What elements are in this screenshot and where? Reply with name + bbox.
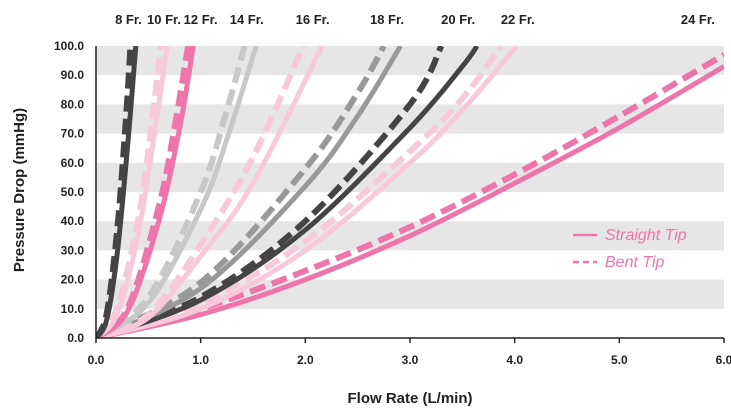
size-label: 22 Fr. (501, 12, 535, 27)
y-tick-label: 0.0 (67, 331, 84, 345)
series-line-24fr-straight (96, 64, 724, 338)
size-label: 16 Fr. (296, 12, 330, 27)
legend-label: Bent Tip (605, 254, 665, 271)
size-label: 12 Fr. (184, 12, 218, 27)
series-line-20fr-bent (96, 46, 445, 338)
y-axis-ticks: 0.0 10.0 20.0 30.0 40.0 50.0 60.0 70.0 80.0 90.0 1… (54, 39, 84, 345)
series-line-18fr-straight (96, 46, 403, 338)
y-tick-label: 50.0 (61, 185, 85, 199)
size-label: 8 Fr. (115, 12, 142, 27)
x-axis-ticks: 0.0 1.0 2.0 3.0 4.0 5.0 6.0 (88, 338, 731, 367)
y-tick-label: 90.0 (61, 68, 85, 82)
x-tick-label: 0.0 (88, 353, 105, 367)
grid-band (96, 46, 724, 76)
series-lines (96, 46, 724, 338)
series-line-16fr-bent (96, 46, 306, 338)
y-tick-label: 10.0 (61, 302, 85, 316)
series-line-10fr-bent (96, 46, 164, 338)
y-tick-label: 20.0 (61, 273, 85, 287)
y-tick-label: 70.0 (61, 127, 85, 141)
legend: Straight Tip Bent Tip (573, 227, 687, 271)
series-line-14fr-straight (96, 46, 259, 338)
size-label: 20 Fr. (441, 12, 475, 27)
series-line-12fr-bent (96, 46, 192, 338)
y-tick-label: 40.0 (61, 214, 85, 228)
series-line-22fr-straight (96, 46, 519, 338)
legend-label: Straight Tip (605, 227, 687, 244)
x-axis-title: Flow Rate (L/min) (348, 390, 473, 407)
x-tick-label: 5.0 (611, 353, 628, 367)
y-tick-label: 100.0 (54, 39, 84, 53)
x-tick-label: 1.0 (192, 353, 209, 367)
series-line-24fr-bent (96, 52, 724, 338)
x-tick-label: 2.0 (297, 353, 314, 367)
grid-band (96, 162, 724, 192)
y-tick-label: 80.0 (61, 97, 85, 111)
x-tick-label: 4.0 (506, 353, 523, 367)
size-label: 10 Fr. (147, 12, 181, 27)
y-tick-label: 60.0 (61, 156, 85, 170)
series-line-8fr-bent (96, 46, 134, 338)
x-tick-label: 3.0 (402, 353, 419, 367)
size-label: 24 Fr. (681, 12, 715, 27)
x-tick-label: 6.0 (716, 353, 731, 367)
series-line-14fr-bent (96, 46, 248, 338)
catheter-size-labels: 8 Fr. 10 Fr. 12 Fr. 14 Fr. 16 Fr. 18 Fr. 20 Fr… (115, 12, 715, 27)
y-axis-title: Pressure Drop (mmHg) (11, 108, 28, 272)
y-tick-label: 30.0 (61, 243, 85, 257)
size-label: 14 Fr. (230, 12, 264, 27)
size-label: 18 Fr. (370, 12, 404, 27)
